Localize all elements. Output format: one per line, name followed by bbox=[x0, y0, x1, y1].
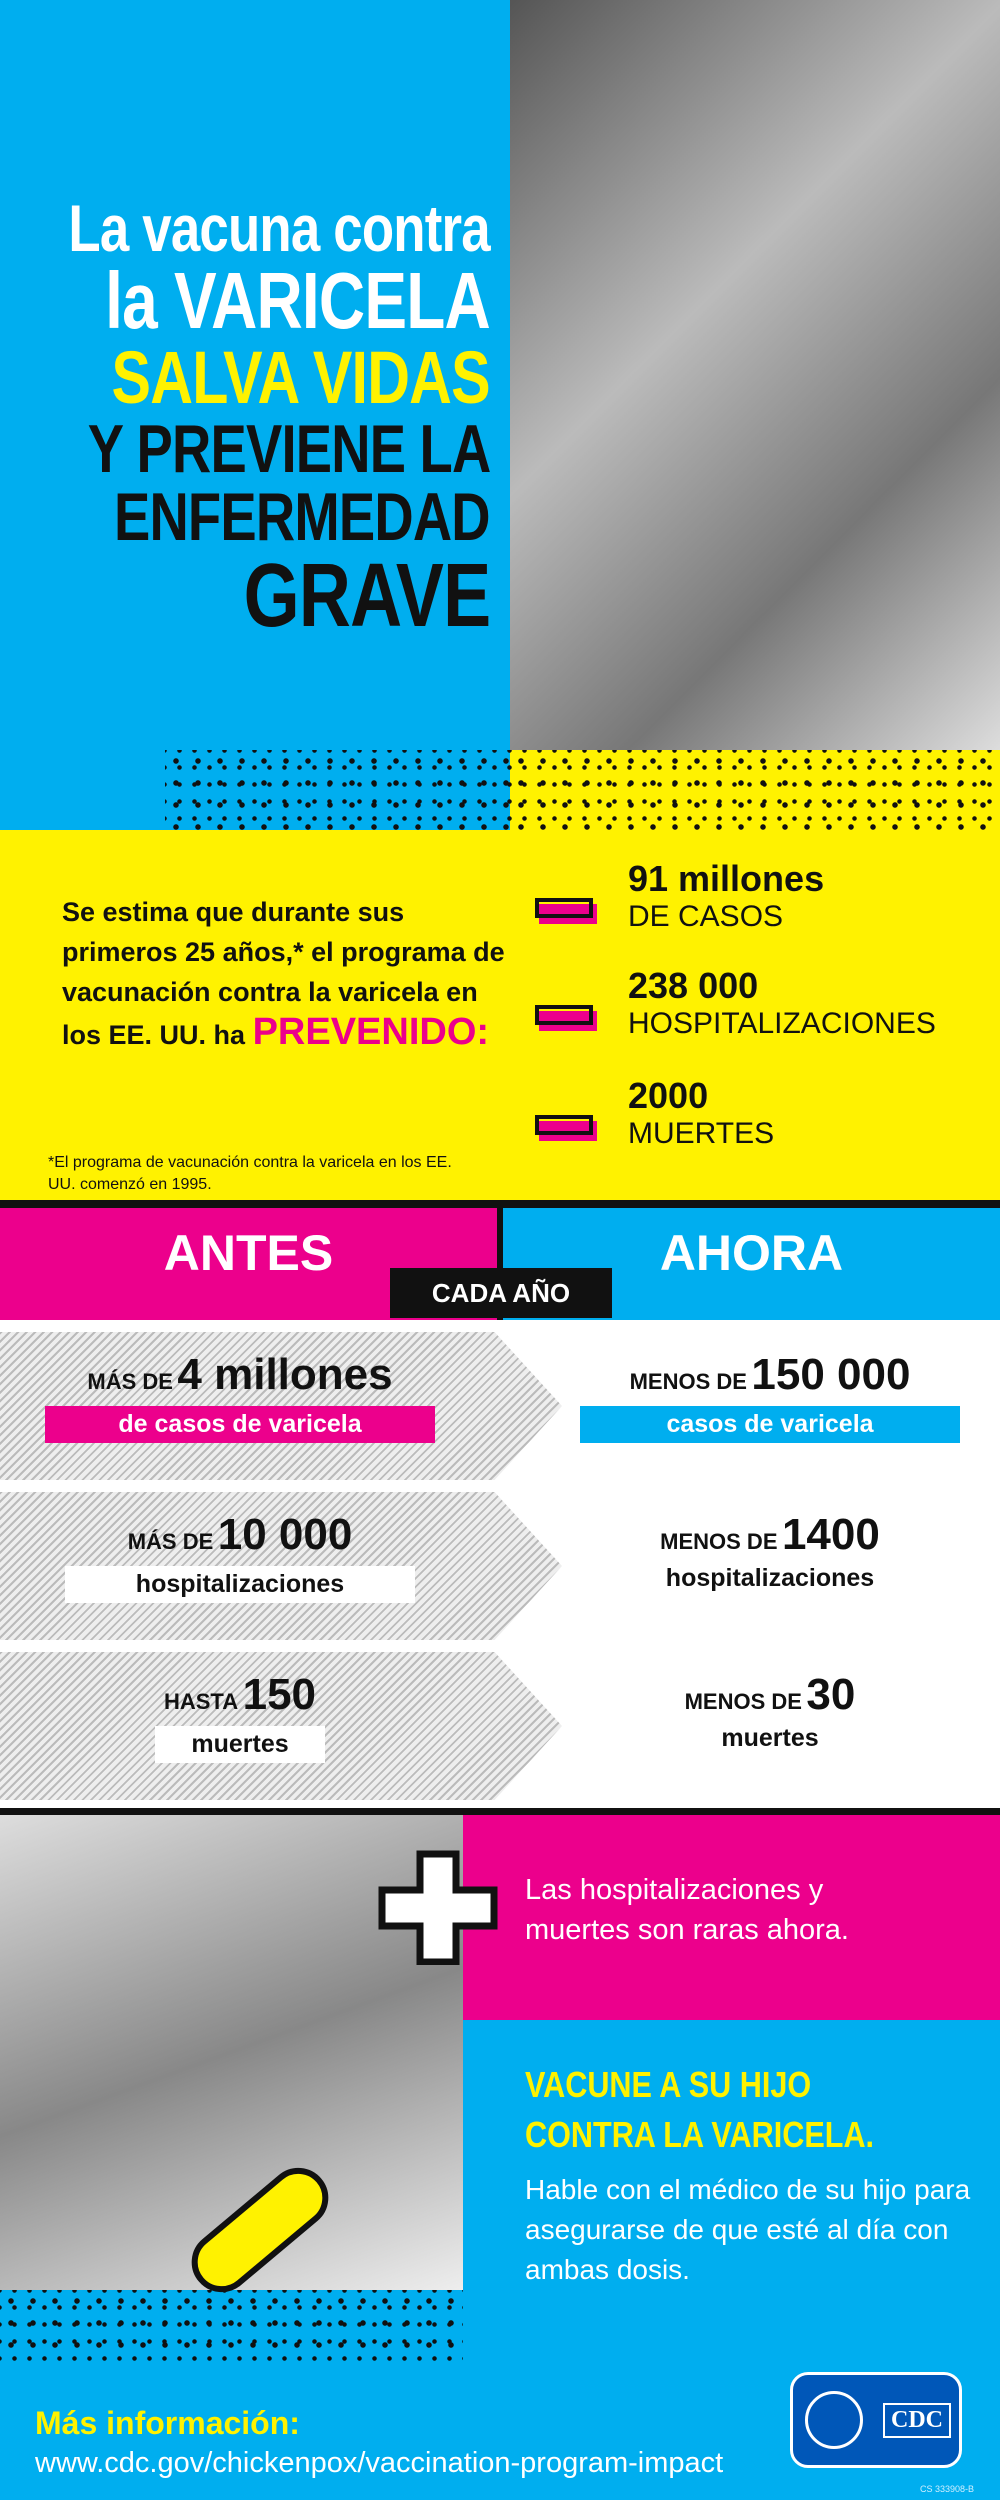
prefix: MÁS DE bbox=[87, 1369, 173, 1394]
cta-title: VACUNE A SU HIJO bbox=[525, 2064, 812, 2105]
divider bbox=[0, 1808, 1000, 1815]
number: 30 bbox=[806, 1670, 856, 1719]
mother-child-photo bbox=[510, 0, 1000, 750]
number: 10 000 bbox=[217, 1510, 353, 1559]
cdc-wordmark: CDC bbox=[883, 2403, 951, 2438]
before-header: ANTES bbox=[0, 1208, 497, 1320]
title-line: Y PREVIENE LA bbox=[87, 411, 491, 487]
more-info-label: Más información: bbox=[35, 2405, 300, 2441]
pattern-strip bbox=[165, 750, 510, 830]
cta-block: VACUNE A SU HIJO CONTRA LA VARICELA. Hab… bbox=[525, 2060, 985, 2290]
intro-text: Se estima que durante sus primeros 25 añ… bbox=[62, 892, 512, 1055]
label: de casos de varicela bbox=[45, 1406, 435, 1443]
stat-label: MUERTES bbox=[628, 1117, 775, 1150]
before-cases: MÁS DE 4 millones de casos de varicela bbox=[40, 1350, 440, 1443]
title-highlight: SALVA VIDAS bbox=[111, 336, 491, 419]
stat-label: HOSPITALIZACIONES bbox=[628, 1007, 936, 1040]
stat-hospitalizations: 238 000 HOSPITALIZACIONES bbox=[530, 965, 990, 1041]
stat-number: 238 000 bbox=[628, 965, 759, 1006]
number: 150 bbox=[242, 1670, 317, 1719]
title-line: ENFERMEDAD bbox=[114, 479, 491, 555]
prevented-highlight: PREVENIDO: bbox=[252, 1011, 490, 1053]
prefix: MENOS DE bbox=[629, 1369, 747, 1394]
label: muertes bbox=[721, 1724, 819, 1752]
pattern-gap bbox=[0, 750, 165, 830]
cdc-logo: CDC bbox=[790, 2372, 962, 2468]
ticket-icon bbox=[535, 1115, 597, 1141]
label: casos de varicela bbox=[580, 1406, 960, 1443]
divider bbox=[0, 1200, 1000, 1208]
ticket-icon bbox=[535, 1005, 597, 1031]
stat-number: 91 millones bbox=[628, 858, 825, 899]
pattern-strip bbox=[510, 750, 1000, 830]
label: hospitalizaciones bbox=[665, 1564, 875, 1592]
intro-body: Se estima que durante sus primeros 25 añ… bbox=[62, 897, 505, 1050]
before-deaths: HASTA 150 muertes bbox=[40, 1670, 440, 1763]
prefix: MÁS DE bbox=[127, 1529, 214, 1554]
divider bbox=[497, 1208, 503, 1320]
label: hospitalizaciones bbox=[65, 1566, 415, 1603]
hero-title: La vacuna contra la VARICELA SALVA VIDAS… bbox=[0, 191, 491, 646]
after-cases: MENOS DE 150 000 casos de varicela bbox=[560, 1350, 980, 1443]
rare-box bbox=[463, 1815, 1000, 2020]
after-deaths: MENOS DE 30 muertes bbox=[560, 1670, 980, 1757]
hhs-seal-icon bbox=[805, 2391, 863, 2449]
before-hospitalizations: MÁS DE 10 000 hospitalizaciones bbox=[40, 1510, 440, 1603]
pattern-strip bbox=[0, 2290, 463, 2362]
stat-label: DE CASOS bbox=[628, 900, 784, 933]
prevented-section bbox=[0, 830, 1000, 1200]
doc-code: CS 333908-B bbox=[920, 2484, 975, 2494]
number: 4 millones bbox=[177, 1350, 393, 1399]
title-line: la VARICELA bbox=[105, 256, 491, 345]
rare-text: Las hospitalizaciones y muertes son rara… bbox=[525, 1874, 849, 1946]
period-label: CADA AÑO bbox=[390, 1268, 612, 1318]
comparison-rows: MÁS DE 4 millones de casos de varicela M… bbox=[0, 1320, 1000, 1810]
footnote: *El programa de vacunación contra la var… bbox=[48, 1154, 452, 1193]
label: muertes bbox=[155, 1726, 325, 1763]
prefix: HASTA bbox=[163, 1689, 239, 1714]
cta-body: Hable con el médico de su hijo para aseg… bbox=[525, 2174, 971, 2285]
ticket-icon bbox=[535, 898, 597, 924]
stat-cases: 91 millones DE CASOS bbox=[530, 858, 990, 934]
hero-panel bbox=[0, 0, 510, 750]
more-info-link[interactable]: www.cdc.gov/chickenpox/vaccination-progr… bbox=[35, 2447, 724, 2479]
title-line: La vacuna contra bbox=[68, 191, 491, 265]
number: 150 000 bbox=[751, 1350, 911, 1399]
stat-number: 2000 bbox=[628, 1075, 709, 1116]
after-hospitalizations: MENOS DE 1400 hospitalizaciones bbox=[560, 1510, 980, 1597]
prefix: MENOS DE bbox=[684, 1689, 802, 1714]
prefix: MENOS DE bbox=[660, 1529, 778, 1554]
stat-deaths: 2000 MUERTES bbox=[530, 1075, 990, 1151]
number: 1400 bbox=[781, 1510, 880, 1559]
medical-cross-icon bbox=[378, 1850, 498, 1966]
title-line: GRAVE bbox=[243, 546, 491, 646]
cta-title: CONTRA LA VARICELA. bbox=[525, 2114, 875, 2155]
